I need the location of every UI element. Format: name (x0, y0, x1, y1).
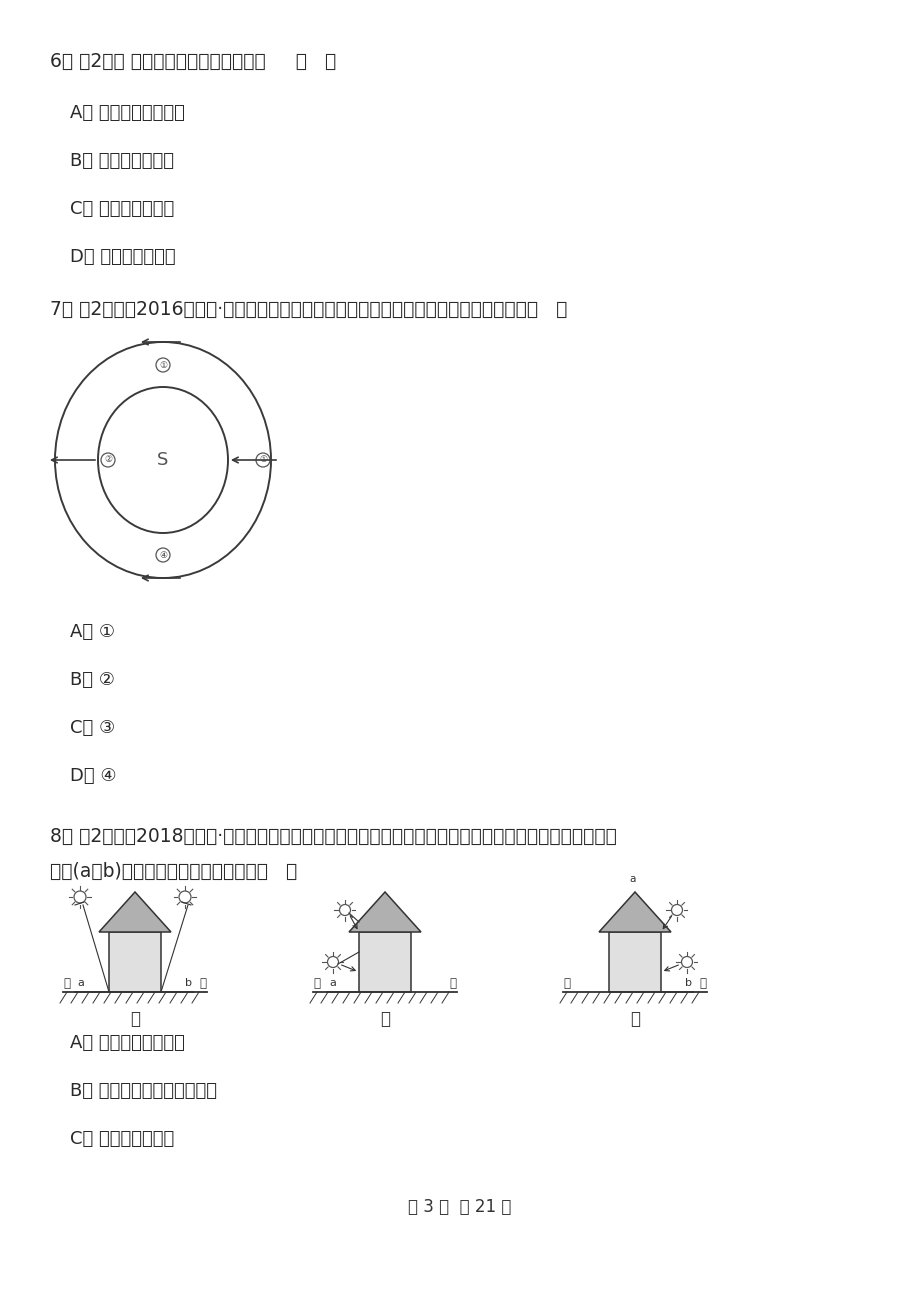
Text: C． ③: C． ③ (70, 719, 115, 737)
Text: A． 地震波速度的变化: A． 地震波速度的变化 (70, 104, 185, 122)
Text: 8． （2分）（2018高一上·张掘期末）甲、乙、丙是三幅地处不同纬度的三座房屋在二至日的正午阳光照射: 8． （2分）（2018高一上·张掘期末）甲、乙、丙是三幅地处不同纬度的三座房屋… (50, 827, 617, 846)
Polygon shape (348, 892, 421, 932)
Bar (358, 932, 411, 992)
Text: b: b (185, 978, 192, 988)
Text: C． 乙地位于南温带: C． 乙地位于南温带 (70, 1130, 174, 1148)
Text: 南: 南 (63, 976, 71, 990)
Text: B． ②: B． ② (70, 671, 115, 689)
Text: S: S (157, 450, 168, 469)
Text: ①: ① (159, 361, 167, 370)
Text: D． ④: D． ④ (70, 767, 117, 785)
Text: b: b (685, 978, 691, 988)
Text: a: a (630, 874, 636, 884)
Text: D． 物质密度的变化: D． 物质密度的变化 (70, 247, 176, 266)
Text: 北: 北 (698, 976, 706, 990)
Text: 第 3 页  共 21 页: 第 3 页 共 21 页 (408, 1198, 511, 1216)
Text: 北: 北 (199, 976, 206, 990)
Text: a: a (329, 978, 335, 988)
Bar (608, 932, 660, 992)
Text: 6． （2分） 地球内部圈层划分的依据是     （   ）: 6． （2分） 地球内部圈层划分的依据是 （ ） (50, 52, 335, 72)
Text: 北: 北 (449, 976, 456, 990)
Text: A． 三地都位于北半球: A． 三地都位于北半球 (70, 1034, 185, 1052)
Text: 甲: 甲 (130, 1010, 140, 1029)
Text: 南: 南 (313, 976, 320, 990)
Text: 丙: 丙 (630, 1010, 640, 1029)
Text: B． 温度的垂直变化: B． 温度的垂直变化 (70, 152, 174, 171)
Text: B． 甲地位于南北回归线之间: B． 甲地位于南北回归线之间 (70, 1082, 217, 1100)
Text: ④: ④ (159, 551, 167, 560)
Bar (108, 932, 161, 992)
Text: ①: ① (258, 456, 267, 465)
Text: 情况(a或b)，对三地位置判断正确的是（   ）: 情况(a或b)，对三地位置判断正确的是（ ） (50, 862, 297, 881)
Text: 南: 南 (562, 976, 570, 990)
Text: 乙: 乙 (380, 1010, 390, 1029)
Polygon shape (99, 892, 171, 932)
Text: ②: ② (104, 456, 112, 465)
Text: C． 内部压力的变化: C． 内部压力的变化 (70, 201, 174, 217)
Text: a: a (77, 978, 84, 988)
Text: 7． （2分）（2016高二下·湖南期中）读南极上空俧视图，四个平行箭头中指向东方的是（   ）: 7． （2分）（2016高二下·湖南期中）读南极上空俧视图，四个平行箭头中指向东… (50, 299, 567, 319)
Polygon shape (598, 892, 670, 932)
Text: A． ①: A． ① (70, 622, 115, 641)
